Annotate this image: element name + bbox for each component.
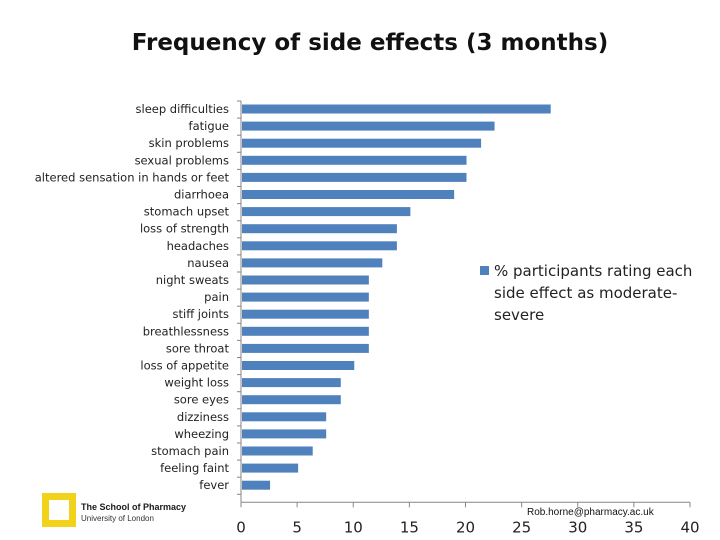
category-label: stiff joints [173, 307, 230, 321]
bar [242, 241, 397, 251]
logo-subtitle: University of London [81, 514, 154, 523]
bar [242, 155, 467, 165]
bar [242, 190, 455, 199]
category-label: pain [204, 290, 229, 304]
bar [242, 446, 313, 456]
bar [242, 429, 327, 439]
bar [242, 275, 369, 285]
x-tick-label: 5 [292, 518, 302, 536]
bar [242, 326, 369, 336]
legend-label-line3: severe [494, 306, 545, 324]
category-label: breathlessness [143, 324, 229, 338]
category-label: sore eyes [174, 393, 229, 407]
x-tick-label: 15 [400, 518, 419, 536]
bar [242, 480, 271, 490]
x-tick-label: 0 [236, 518, 246, 536]
legend-label-line1: % participants rating each [494, 262, 693, 280]
category-label: loss of appetite [140, 359, 229, 373]
bar [242, 207, 411, 217]
bar [242, 172, 467, 182]
bar [242, 258, 383, 268]
contact-email: Rob.horne@pharmacy.ac.uk [527, 507, 654, 518]
bar [242, 395, 341, 405]
category-label: loss of strength [140, 222, 229, 236]
category-label: headaches [167, 239, 229, 253]
school-logo: The School of Pharmacy University of Lon… [42, 493, 222, 533]
category-label: fever [199, 478, 229, 492]
category-label: stomach upset [144, 205, 230, 219]
bar [242, 361, 355, 370]
bar [242, 292, 369, 302]
logo-mark-icon [42, 493, 76, 527]
bar [242, 121, 495, 131]
legend-swatch [480, 266, 489, 275]
category-label: altered sensation in hands or feet [35, 170, 230, 184]
bar [242, 378, 341, 388]
category-label: feeling faint [160, 461, 229, 475]
category-label: sexual problems [135, 153, 229, 167]
category-label: stomach pain [151, 444, 229, 458]
bar [242, 224, 397, 234]
category-label: weight loss [164, 376, 229, 390]
bar [242, 104, 551, 114]
logo-name: The School of Pharmacy [81, 502, 187, 512]
x-tick-label: 20 [456, 518, 475, 536]
category-label: skin problems [149, 136, 229, 150]
x-tick-label: 10 [344, 518, 363, 536]
bar [242, 463, 299, 473]
x-tick-label: 35 [624, 518, 643, 536]
chart-title: Frequency of side effects (3 months) [131, 30, 609, 56]
x-tick-label: 25 [512, 518, 531, 536]
bar [242, 343, 369, 353]
category-label: sore throat [166, 341, 230, 355]
legend: % participants rating each side effect a… [480, 260, 695, 326]
category-label: wheezing [174, 427, 229, 441]
category-label: fatigue [189, 119, 229, 133]
category-label: nausea [187, 256, 229, 270]
category-label: dizziness [177, 410, 229, 424]
x-tick-label: 40 [680, 518, 699, 536]
bar [242, 309, 369, 319]
category-label: sleep difficulties [136, 102, 229, 116]
x-tick-label: 30 [568, 518, 587, 536]
category-label: night sweats [156, 273, 229, 287]
bar [242, 138, 482, 148]
bar [242, 412, 327, 422]
legend-label-line2: side effect as moderate- [494, 284, 678, 302]
category-label: diarrhoea [174, 188, 229, 202]
